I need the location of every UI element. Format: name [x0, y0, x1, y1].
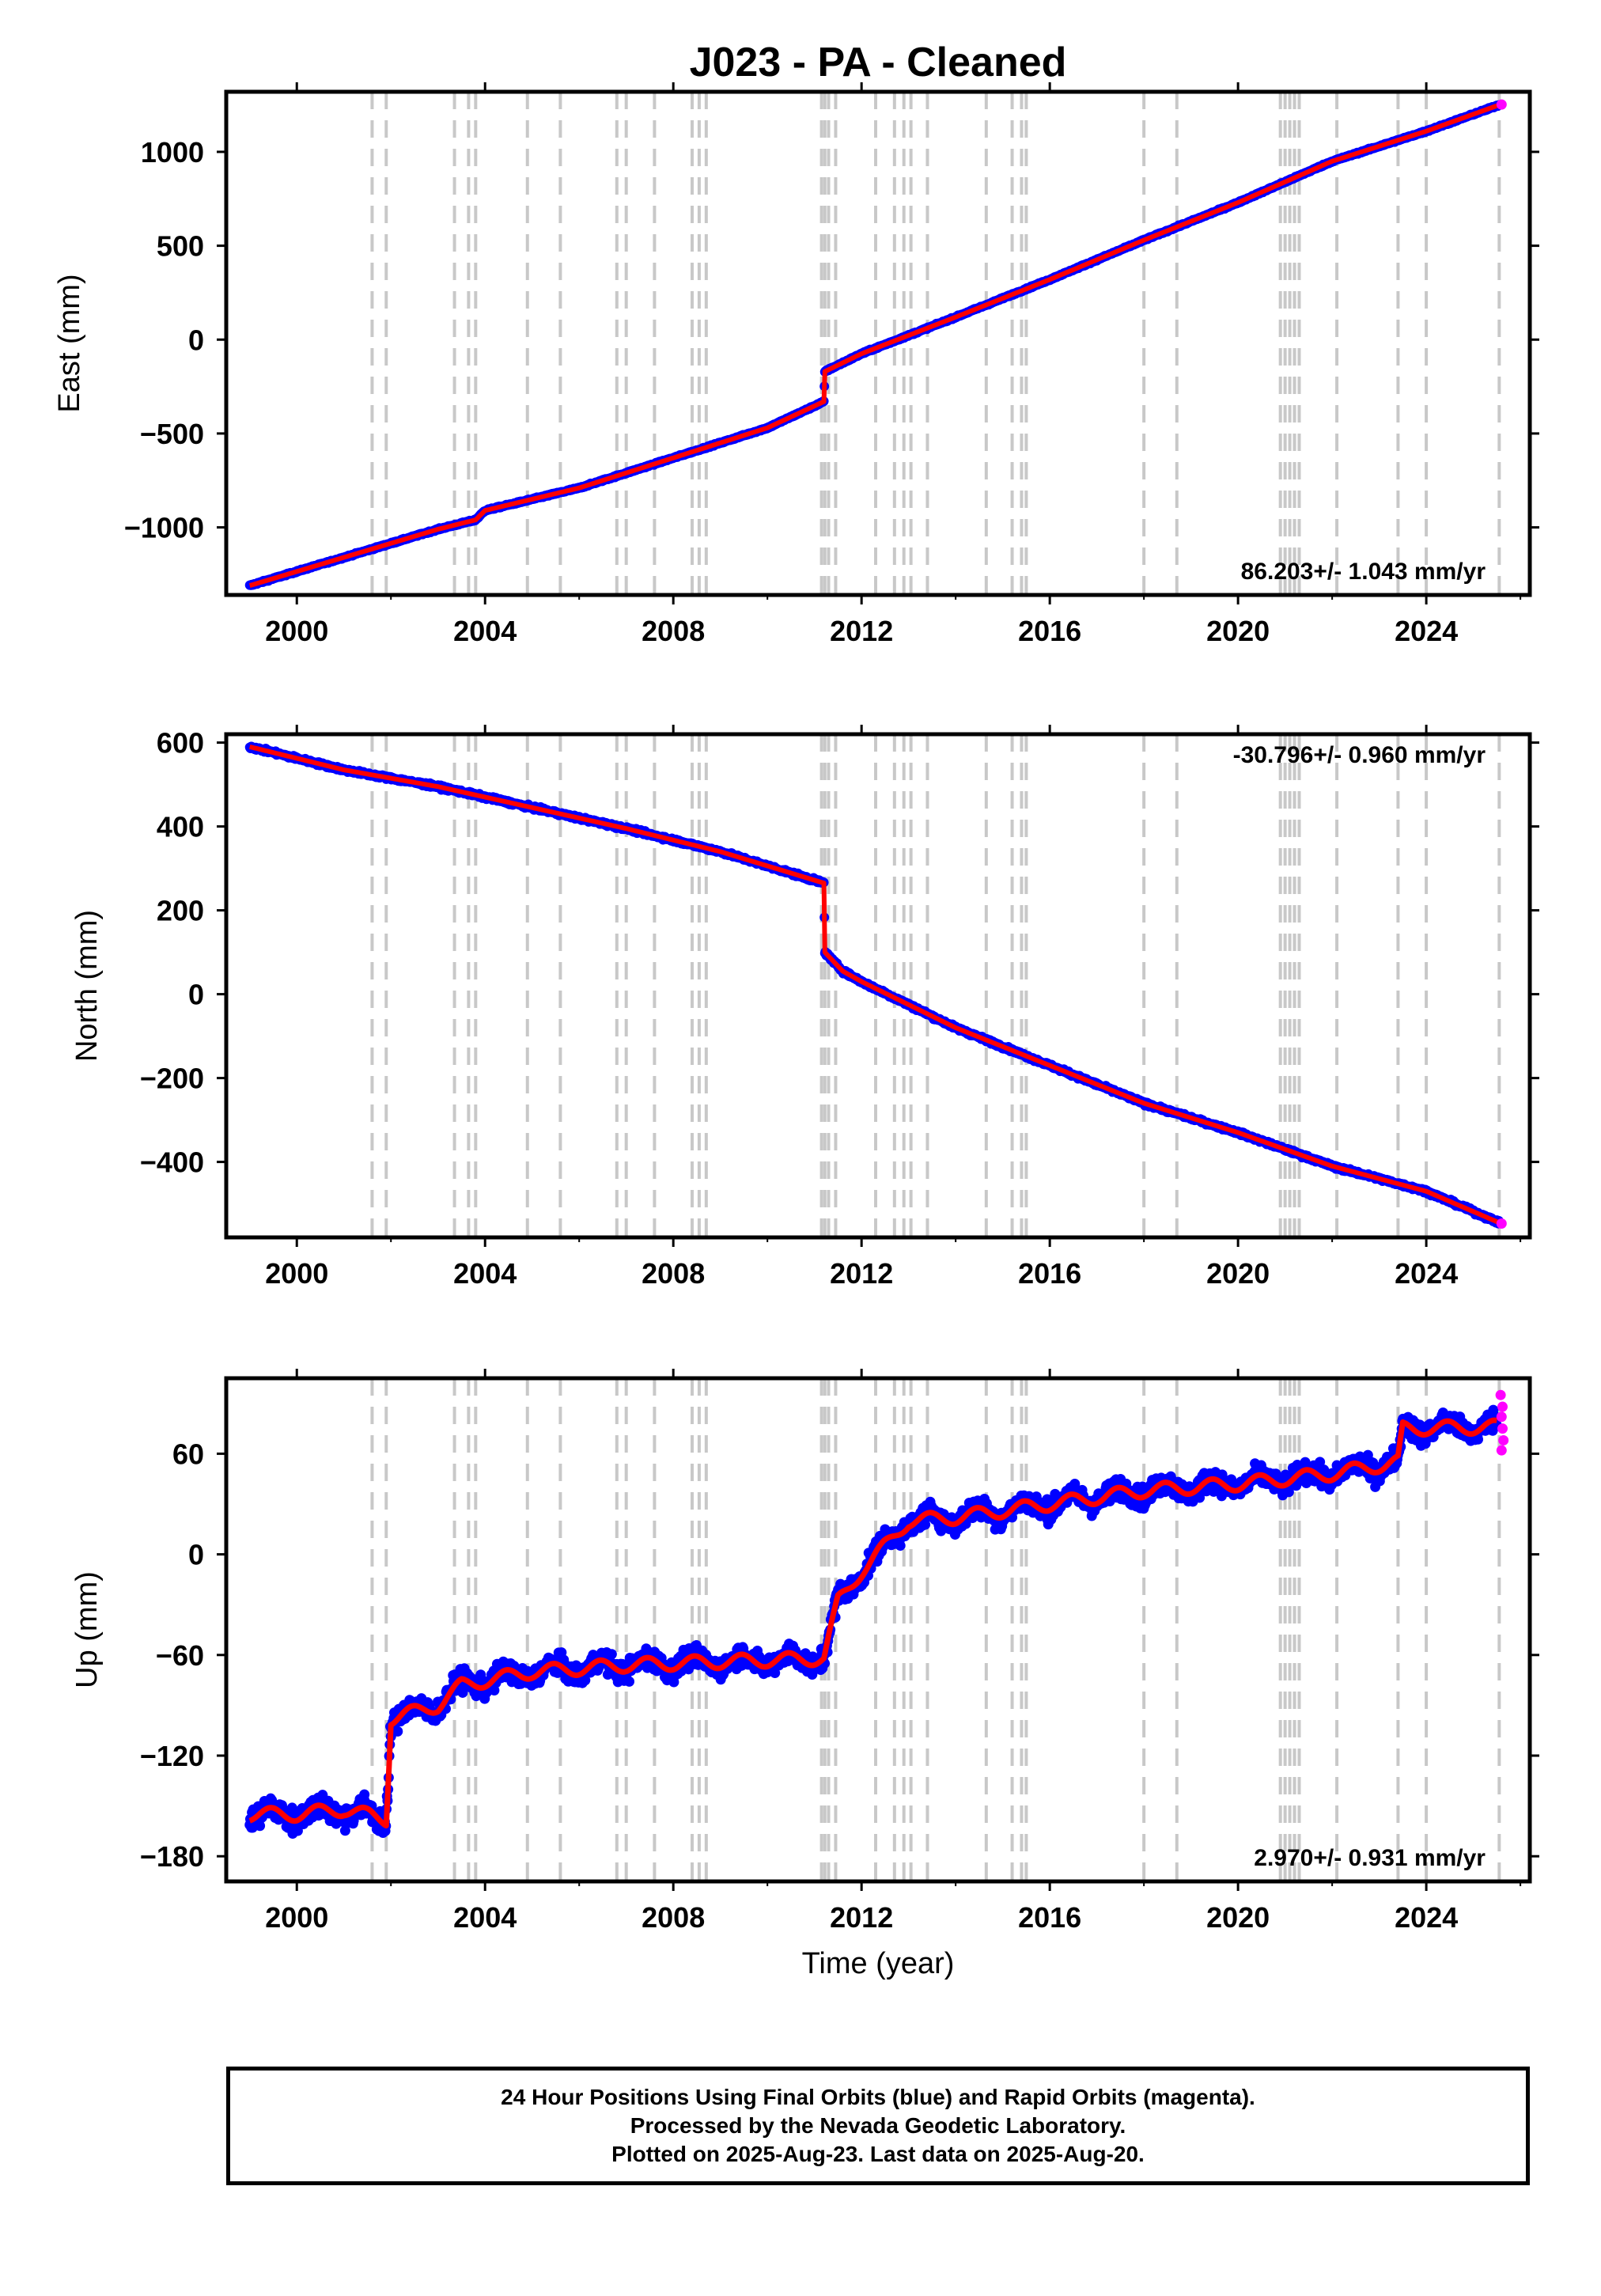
east-x-tick-label: 2000	[265, 615, 328, 647]
east-x-tick-label: 2004	[453, 615, 517, 647]
east-y-tick-label: 500	[157, 230, 204, 263]
chart-title: J023 - PA - Cleaned	[690, 40, 1067, 85]
east-y-axis-label: East (mm)	[53, 274, 86, 412]
east-x-tick-label: 2016	[1018, 615, 1081, 647]
east-rate-label: 86.203+/- 1.043 mm/yr	[1241, 559, 1486, 585]
east-rapid-orbit-point	[1496, 99, 1507, 110]
east-x-tick-label: 2012	[830, 615, 893, 647]
east-y-tick-label: 0	[188, 324, 204, 356]
east-y-tick-label: −1000	[124, 512, 204, 544]
east-y-tick-label: 1000	[141, 136, 204, 169]
north-final-orbit-points	[244, 741, 1504, 1229]
east-x-tick-label: 2008	[642, 615, 705, 647]
east-plot-area	[244, 92, 1507, 595]
east-x-tick-label: 2020	[1206, 615, 1270, 647]
north-panel: 2000 2004 2008 2012 2016 2020 2024−400−2000200…	[70, 725, 1539, 1290]
east-frame	[224, 89, 1532, 597]
east-x-tick-label: 2024	[1395, 615, 1458, 647]
east-panel: 2000 2004 2008 2012 2016 2020 2024 −1000 −500 0 50…	[53, 82, 1539, 647]
east-final-orbit-points	[244, 100, 1504, 590]
north-plot-area	[244, 734, 1507, 1237]
east-model-line	[248, 103, 1501, 589]
east-y-tick-label: −500	[140, 418, 204, 450]
